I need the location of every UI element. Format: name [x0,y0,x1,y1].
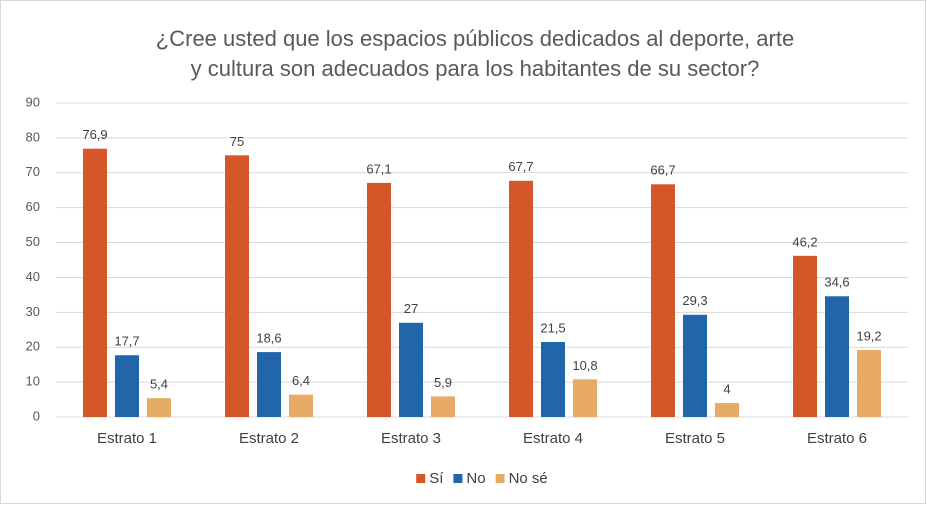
data-label: 6,4 [292,373,310,388]
legend-label: No sé [509,470,548,487]
bar [115,355,139,417]
bar [651,184,675,417]
x-tick-label: Estrato 4 [523,430,583,447]
y-tick-label: 50 [26,234,40,249]
legend-label: No [466,470,485,487]
data-label: 66,7 [650,163,675,178]
bar [793,255,817,417]
data-label: 5,9 [434,375,452,390]
data-label: 4 [723,381,730,396]
y-tick-label: 60 [26,199,40,214]
y-tick-label: 0 [33,408,40,423]
bar [573,379,597,417]
data-label: 46,2 [792,234,817,249]
y-tick-label: 20 [26,339,40,354]
y-tick-label: 70 [26,164,40,179]
data-label: 21,5 [540,320,565,335]
x-tick-label: Estrato 1 [97,430,157,447]
data-label: 18,6 [256,331,281,346]
x-tick-label: Estrato 6 [807,430,867,447]
legend-swatch [495,474,505,483]
x-tick-label: Estrato 2 [239,430,299,447]
bar [715,403,739,417]
bar [825,296,849,417]
data-label: 5,4 [150,377,168,392]
data-label: 17,7 [114,334,139,349]
bar [541,341,565,417]
bar [399,322,423,417]
data-label: 67,7 [508,159,533,174]
data-label: 76,9 [82,127,107,142]
data-label: 67,1 [366,161,391,176]
bar [431,396,455,417]
y-tick-label: 90 [26,94,40,109]
bar [83,148,107,417]
bar [257,352,281,417]
data-label: 29,3 [682,293,707,308]
bar [683,314,707,417]
x-tick-label: Estrato 5 [665,430,725,447]
bar [367,182,391,417]
data-label: 75 [230,134,244,149]
data-label: 34,6 [824,275,849,290]
bar [509,180,533,417]
data-label: 19,2 [856,328,881,343]
bar [147,398,171,417]
bar [225,155,249,418]
x-tick-label: Estrato 3 [381,430,441,447]
y-tick-label: 10 [26,374,40,389]
legend-swatch [416,474,426,483]
y-tick-label: 40 [26,269,40,284]
chart-title: ¿Cree usted que los espacios públicos de… [156,26,794,51]
bar [857,350,881,417]
chart-title: y cultura son adecuados para los habitan… [191,56,760,81]
data-label: 10,8 [572,358,597,373]
bar [289,394,313,417]
legend-swatch [453,474,463,483]
y-tick-label: 80 [26,129,40,144]
legend-label: Sí [429,470,444,487]
data-label: 27 [404,301,418,316]
y-tick-label: 30 [26,304,40,319]
